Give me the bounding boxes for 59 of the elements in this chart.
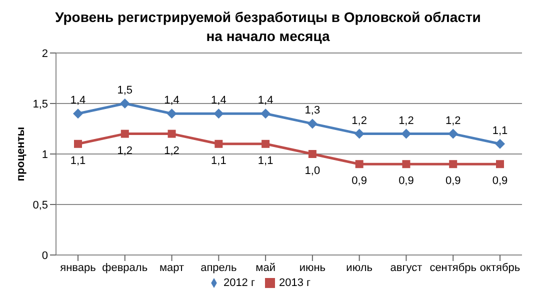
x-tick-label: май [256,262,276,274]
x-tick-label: июль [346,262,373,274]
x-tick-label: август [390,262,422,274]
point [166,108,177,119]
point [214,140,223,148]
x-tick-label: март [159,262,184,274]
point [402,160,410,168]
point [260,108,271,119]
y-tick-label: 0 [42,250,48,262]
data-label: 1,1 [492,124,508,137]
x-tick-label: сентябрь [430,262,477,274]
point [73,108,83,119]
x-tick-label: июнь [299,262,326,274]
data-label: 1,4 [70,94,86,107]
x-tick-label: апрель [200,262,237,274]
legend-label: 2013 г [279,277,311,289]
point [448,128,458,139]
data-label: 1,1 [258,154,274,167]
data-label: 1,2 [352,114,367,127]
data-label: 0,9 [352,175,367,188]
x-tick-label: октябрь [480,262,520,274]
data-label: 1,4 [211,94,226,107]
data-label: 1,2 [117,144,133,157]
point [214,108,224,119]
point [401,128,412,139]
point [354,128,364,139]
point [308,150,316,158]
x-tick-label: февраль [102,262,148,274]
point [262,140,270,148]
data-label: 1,2 [164,144,180,157]
point [168,130,176,138]
point [495,138,505,149]
data-label: 0,9 [398,175,414,188]
point [307,118,318,129]
data-label: 0,9 [445,175,461,188]
x-tick-label: январь [60,262,96,274]
point [449,160,458,168]
point [120,130,129,138]
data-label: 1,4 [258,94,274,107]
data-label: 1,1 [211,154,226,167]
y-tick-label: 1,5 [32,98,48,110]
chart-title: Уровень регистрируемой безработицы в Орловской области на начало месяца [54,8,482,46]
y-axis-title: проценты [14,126,27,182]
data-label: 1,5 [117,84,133,96]
data-label: 1,0 [304,165,320,177]
data-label: 0,9 [492,175,508,188]
data-label: 1,1 [70,154,86,167]
y-tick-label: 0,5 [32,199,48,212]
y-tick-label: 2 [42,48,48,60]
data-label: 1,3 [304,104,320,117]
point [74,140,82,148]
data-label: 1,4 [164,94,180,107]
data-label: 1,2 [398,114,414,127]
legend-label: 2012 г [223,277,255,289]
y-tick-label: 1 [42,148,48,161]
data-label: 1,2 [445,114,461,127]
point [355,160,364,168]
point [496,160,504,168]
point [120,98,130,108]
